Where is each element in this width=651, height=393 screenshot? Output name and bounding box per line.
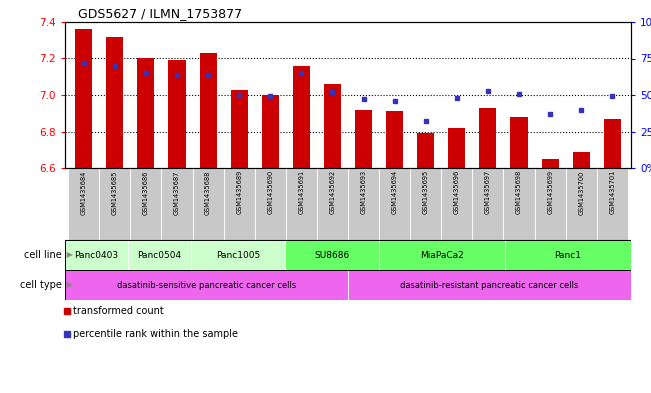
Bar (65, 270, 348, 300)
Text: ▶: ▶ (64, 250, 74, 259)
Bar (479, 108, 497, 168)
Bar (449, 128, 465, 168)
Text: SU8686: SU8686 (314, 250, 350, 259)
Bar (191, 240, 285, 270)
Text: GSM1435697: GSM1435697 (485, 170, 491, 215)
Text: GSM1435686: GSM1435686 (143, 170, 149, 215)
Bar (75, 29, 92, 168)
Text: GSM1435690: GSM1435690 (268, 170, 273, 215)
Bar (223, 168, 255, 240)
Bar (379, 168, 410, 240)
Bar (573, 152, 590, 168)
Bar (317, 168, 348, 240)
Text: GSM1435685: GSM1435685 (112, 170, 118, 215)
Text: GSM1435689: GSM1435689 (236, 170, 242, 215)
Bar (380, 240, 505, 270)
Bar (293, 66, 310, 168)
Bar (128, 240, 191, 270)
Text: Panc1: Panc1 (555, 250, 581, 259)
Text: GSM1435696: GSM1435696 (454, 170, 460, 215)
Text: cell type: cell type (20, 280, 62, 290)
Bar (355, 110, 372, 168)
Bar (161, 168, 193, 240)
Bar (169, 60, 186, 168)
Text: MiaPaCa2: MiaPaCa2 (421, 250, 464, 259)
Bar (130, 168, 161, 240)
Bar (99, 168, 130, 240)
Bar (286, 168, 317, 240)
Bar (441, 168, 473, 240)
Text: GSM1435691: GSM1435691 (298, 170, 305, 214)
Text: dasatinib-sensitive pancreatic cancer cells: dasatinib-sensitive pancreatic cancer ce… (117, 281, 296, 290)
Text: Panc0504: Panc0504 (137, 250, 182, 259)
Bar (348, 270, 631, 300)
Bar (542, 159, 559, 168)
Bar (199, 53, 217, 168)
Text: GSM1435699: GSM1435699 (547, 170, 553, 214)
Bar (597, 168, 628, 240)
Bar (285, 240, 380, 270)
Text: ▶: ▶ (64, 281, 74, 290)
Text: GSM1435688: GSM1435688 (205, 170, 211, 215)
Bar (503, 168, 534, 240)
Bar (410, 168, 441, 240)
Text: Panc0403: Panc0403 (74, 250, 118, 259)
Text: transformed count: transformed count (74, 306, 164, 316)
Text: GDS5627 / ILMN_1753877: GDS5627 / ILMN_1753877 (78, 7, 242, 20)
Text: GSM1435694: GSM1435694 (392, 170, 398, 215)
Text: GSM1435693: GSM1435693 (361, 170, 367, 214)
Bar (262, 95, 279, 168)
Bar (348, 168, 379, 240)
Text: percentile rank within the sample: percentile rank within the sample (74, 329, 238, 339)
Bar (255, 168, 286, 240)
Bar (473, 168, 503, 240)
Bar (324, 84, 341, 168)
Bar (68, 168, 99, 240)
Text: GSM1435687: GSM1435687 (174, 170, 180, 215)
Bar (603, 119, 621, 168)
Text: GSM1435700: GSM1435700 (578, 170, 584, 215)
Bar (230, 90, 248, 168)
Bar (417, 133, 434, 168)
Bar (510, 117, 527, 168)
Text: dasatinib-resistant pancreatic cancer cells: dasatinib-resistant pancreatic cancer ce… (400, 281, 579, 290)
Bar (534, 168, 566, 240)
Bar (193, 168, 223, 240)
Bar (137, 59, 154, 168)
Text: GSM1435701: GSM1435701 (609, 170, 615, 215)
Bar (106, 37, 123, 168)
Bar (505, 240, 631, 270)
Text: GSM1435692: GSM1435692 (329, 170, 335, 215)
Text: GSM1435684: GSM1435684 (81, 170, 87, 215)
Bar (65, 240, 128, 270)
Text: Panc1005: Panc1005 (216, 250, 260, 259)
Text: GSM1435695: GSM1435695 (422, 170, 429, 215)
Bar (386, 112, 403, 168)
Bar (566, 168, 597, 240)
Text: GSM1435698: GSM1435698 (516, 170, 522, 215)
Text: cell line: cell line (24, 250, 62, 260)
